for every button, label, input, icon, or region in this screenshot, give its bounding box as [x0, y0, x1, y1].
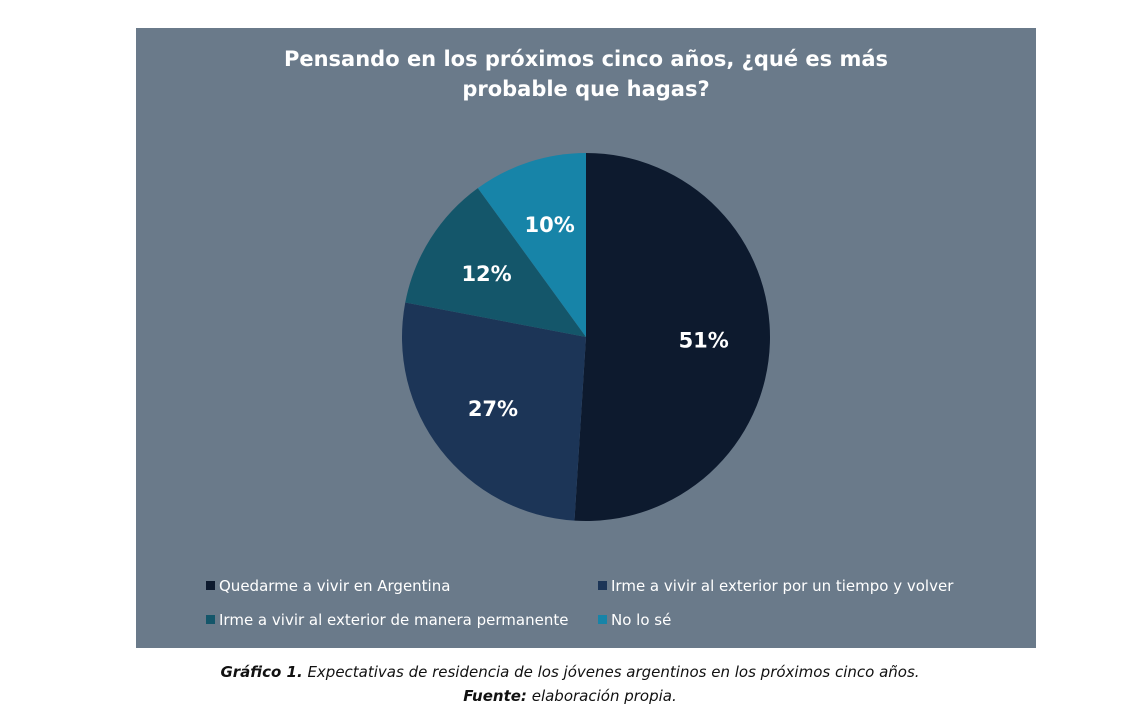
chart-title-line-1: Pensando en los próximos cinco años, ¿qu…	[283, 47, 889, 71]
pie-slices	[401, 153, 770, 521]
pie-slice-4	[477, 153, 586, 337]
chart-title: Pensando en los próximos cinco años, ¿qu…	[136, 44, 1036, 104]
legend-label: Irme a vivir al exterior de manera perma…	[219, 611, 569, 629]
legend-label: No lo sé	[611, 611, 672, 629]
legend-swatch	[206, 581, 215, 590]
caption-figure-text: Expectativas de residencia de los jóvene…	[307, 663, 920, 681]
legend-swatch	[598, 615, 607, 624]
legend-label: Irme a vivir al exterior por un tiempo y…	[611, 577, 954, 595]
pie-slice-label-3: 12%	[461, 262, 511, 286]
chart-title-line-2: probable que hagas?	[462, 77, 710, 101]
caption-figure-label: Gráfico 1.	[220, 663, 303, 681]
pie-slice-3	[405, 188, 586, 337]
caption-source-label: Fuente:	[463, 687, 527, 705]
caption-line-2: Fuente: elaboración propia.	[0, 684, 1140, 708]
legend-item-no-lo-se: No lo sé	[598, 610, 671, 630]
figure-caption: Gráfico 1. Expectativas de residencia de…	[0, 660, 1140, 708]
pie-labels: 51% 27% 12% 10%	[461, 213, 728, 421]
legend-swatch	[206, 615, 215, 624]
pie-slice-label-4: 10%	[524, 213, 574, 237]
chart-panel: Pensando en los próximos cinco años, ¿qu…	[136, 28, 1036, 648]
pie-slice-2	[401, 302, 586, 521]
legend-item-quedarme: Quedarme a vivir en Argentina	[206, 576, 450, 596]
pie-slice-1	[574, 153, 770, 521]
pie-chart: 51% 27% 12% 10%	[401, 153, 770, 521]
pie-slice-label-1: 51%	[679, 329, 729, 353]
legend-label: Quedarme a vivir en Argentina	[219, 577, 451, 595]
legend-swatch	[598, 581, 607, 590]
caption-line-1: Gráfico 1. Expectativas de residencia de…	[0, 660, 1140, 684]
legend-item-irme-permanente: Irme a vivir al exterior de manera perma…	[206, 610, 568, 630]
caption-source-text: elaboración propia.	[531, 687, 677, 705]
pie-slice-label-2: 27%	[468, 397, 518, 421]
legend-item-irme-tiempo: Irme a vivir al exterior por un tiempo y…	[598, 576, 953, 596]
